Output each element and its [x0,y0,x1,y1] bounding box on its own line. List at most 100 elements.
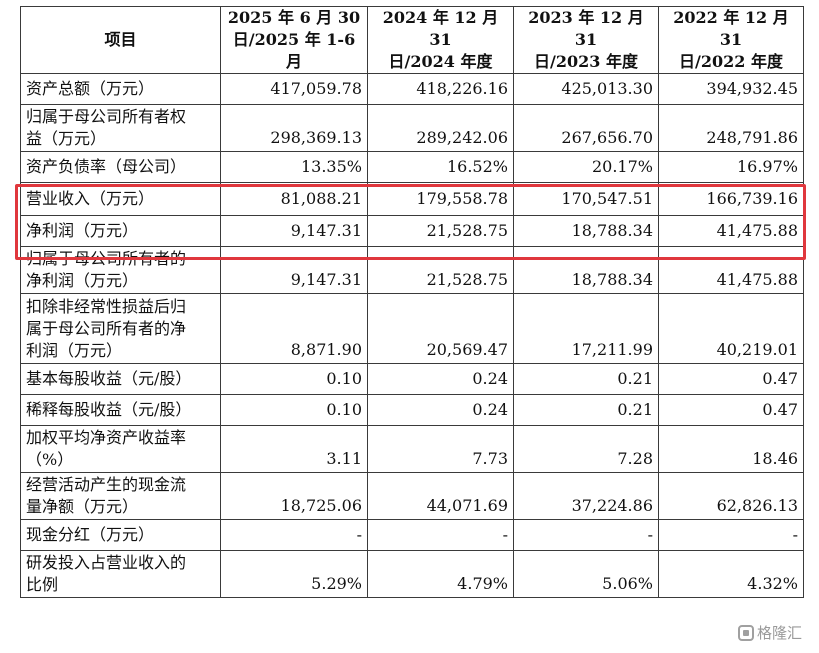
row-label-line: 利润（万元） [26,340,123,360]
row-value: 16.97% [658,151,804,183]
row-label: 归属于母公司所有者的 净利润（万元） [20,246,221,294]
row-value: 81,088.21 [220,182,368,216]
row-value: 13.35% [220,151,368,183]
row-label-line: 资产总额（万元） [26,79,155,98]
table-header-row: 项目 2025 年 6 月 30 日/2025 年 1-6 月 2024 年 1… [20,6,804,74]
row-value: 0.47 [658,363,804,395]
row-label-line: 归属于母公司所有者权 [26,107,187,126]
row-value: 41,475.88 [658,246,804,294]
row-value: 5.29% [220,550,368,598]
header-period-line: 2022 年 12 月 31 [673,8,789,49]
row-value: 170,547.51 [513,182,659,216]
row-value: 16.52% [367,151,514,183]
row-value: 0.21 [513,394,659,426]
table-row: 归属于母公司所有者的 净利润（万元） 9,147.31 21,528.75 18,788… [20,246,804,294]
table-row: 营业收入（万元） 81,088.21 179,558.78 170,547.51 166… [20,182,804,216]
row-value: 0.24 [367,394,514,426]
row-label-line: 比例 [26,575,59,594]
header-period-2025: 2025 年 6 月 30 日/2025 年 1-6 月 [220,6,368,74]
header-period-line: 2025 年 6 月 30 [227,8,361,27]
row-label-line: 属于母公司所有者的净 [26,318,187,338]
row-value: 18,788.34 [513,246,659,294]
table-row: 资产负债率（母公司） 13.35% 16.52% 20.17% 16.97% [20,151,804,183]
row-value: 62,826.13 [658,472,804,520]
row-value: 0.10 [220,363,368,395]
row-value: 394,932.45 [658,73,804,105]
table-row: 稀释每股收益（元/股） 0.10 0.24 0.21 0.47 [20,394,804,426]
row-label-line: 益（万元） [26,129,107,148]
row-label: 基本每股收益（元/股） [20,363,221,395]
table-row: 基本每股收益（元/股） 0.10 0.24 0.21 0.47 [20,363,804,395]
row-value: 0.24 [367,363,514,395]
row-label-line: 扣除非经常性损益后归 [26,296,187,316]
header-period-line: 日/2024 年度 [388,52,493,71]
row-label: 净利润（万元） [20,215,221,247]
table-row: 扣除非经常性损益后归 属于母公司所有者的净 利润（万元） 8,871.90 20,569… [20,293,804,364]
row-value: 0.21 [513,363,659,395]
row-label: 加权平均净资产收益率 （%） [20,425,221,473]
row-value: 18,725.06 [220,472,368,520]
row-value: 41,475.88 [658,215,804,247]
table-row: 现金分红（万元） - - - - [20,519,804,551]
row-label-line: 资产负债率（母公司） [26,157,187,176]
header-period-line: 2023 年 12 月 31 [528,8,644,49]
row-value: 179,558.78 [367,182,514,216]
row-label: 研发投入占营业收入的 比例 [20,550,221,598]
row-label: 稀释每股收益（元/股） [20,394,221,426]
row-label-line: 现金分红（万元） [26,525,155,544]
row-label-line: 营业收入（万元） [26,189,155,208]
row-label-line: 研发投入占营业收入的 [26,553,187,572]
row-label: 扣除非经常性损益后归 属于母公司所有者的净 利润（万元） [20,293,221,364]
row-value: - [367,519,514,551]
row-value: 425,013.30 [513,73,659,105]
row-label-line: 基本每股收益（元/股） [26,369,192,388]
row-label: 归属于母公司所有者权 益（万元） [20,104,221,152]
watermark: 格隆汇 [738,622,802,643]
row-value: - [658,519,804,551]
table-row: 归属于母公司所有者权 益（万元） 298,369.13 289,242.06 267,6… [20,104,804,152]
table-row: 资产总额（万元） 417,059.78 418,226.16 425,013.30 39… [20,73,804,105]
row-value: 37,224.86 [513,472,659,520]
table-body: 资产总额（万元） 417,059.78 418,226.16 425,013.30 39… [20,73,804,598]
table-row: 研发投入占营业收入的 比例 5.29% 4.79% 5.06% 4.32% [20,550,804,598]
financial-indicators-table: 项目 2025 年 6 月 30 日/2025 年 1-6 月 2024 年 1… [20,6,804,598]
row-label-line: 量净额（万元） [26,497,139,516]
header-period-line: 日/2022 年度 [679,52,783,71]
row-value: 9,147.31 [220,215,368,247]
row-label-line: 稀释每股收益（元/股） [26,400,192,419]
row-value: 18.46 [658,425,804,473]
row-value: 21,528.75 [367,215,514,247]
header-item: 项目 [20,6,221,74]
row-value: 8,871.90 [220,293,368,364]
row-value: 18,788.34 [513,215,659,247]
header-period-line: 2024 年 12 月 31 [382,8,499,49]
row-value: 417,059.78 [220,73,368,105]
row-value: 20.17% [513,151,659,183]
row-value: 20,569.47 [367,293,514,364]
row-value: - [220,519,368,551]
table-row: 净利润（万元） 9,147.31 21,528.75 18,788.34 41,475.… [20,215,804,247]
row-label-line: 加权平均净资产收益率 [26,428,187,447]
header-period-line: 日/2023 年度 [534,52,638,71]
row-value: 166,739.16 [658,182,804,216]
row-value: 4.32% [658,550,804,598]
header-period-line: 日/2025 年 1-6 月 [232,30,356,71]
row-value: 21,528.75 [367,246,514,294]
row-label-line: 净利润（万元） [26,221,139,240]
row-label: 营业收入（万元） [20,182,221,216]
watermark-text: 格隆汇 [757,624,803,642]
row-value: 40,219.01 [658,293,804,364]
header-period-2023: 2023 年 12 月 31 日/2023 年度 [513,6,659,74]
row-label: 经营活动产生的现金流 量净额（万元） [20,472,221,520]
row-value: 248,791.86 [658,104,804,152]
row-value: 0.47 [658,394,804,426]
row-value: 289,242.06 [367,104,514,152]
row-value: 298,369.13 [220,104,368,152]
row-value: 418,226.16 [367,73,514,105]
table-row: 经营活动产生的现金流 量净额（万元） 18,725.06 44,071.69 37,22… [20,472,804,520]
header-period-2024: 2024 年 12 月 31 日/2024 年度 [367,6,514,74]
row-value: 7.73 [367,425,514,473]
brand-logo-icon [738,624,754,641]
header-period-2022: 2022 年 12 月 31 日/2022 年度 [658,6,804,74]
row-label: 现金分红（万元） [20,519,221,551]
